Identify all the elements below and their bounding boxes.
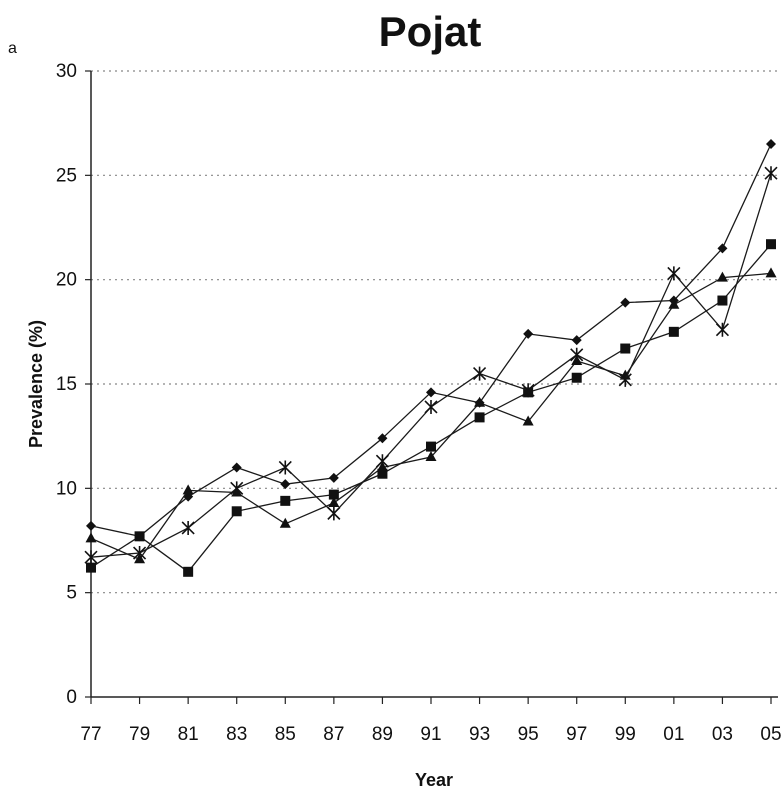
x-tick-label: 87	[323, 724, 344, 745]
y-tick-label: 25	[56, 165, 77, 186]
x-tick-label: 85	[275, 724, 296, 745]
data-point	[327, 506, 341, 521]
data-point	[280, 495, 291, 506]
series-line	[90, 173, 772, 558]
y-axis-label: Prevalence (%)	[26, 320, 46, 448]
data-point	[717, 243, 728, 254]
data-point	[667, 266, 681, 281]
x-tick-label: 97	[566, 724, 587, 745]
grid	[91, 70, 778, 594]
y-tick-label: 20	[56, 270, 77, 291]
x-tick-label: 81	[178, 724, 199, 745]
y-tick-label: 5	[66, 583, 77, 604]
y-tick-label: 30	[56, 61, 77, 82]
series-triangle	[85, 267, 777, 564]
data-point	[425, 451, 437, 462]
data-point	[474, 396, 486, 407]
y-tick-label: 15	[56, 374, 77, 395]
x-tick-label: 93	[469, 724, 490, 745]
data-point	[571, 372, 582, 383]
data-point	[766, 239, 776, 250]
chart-title: Pojat	[378, 8, 482, 55]
data-point	[764, 166, 778, 181]
data-point	[570, 347, 584, 362]
data-point	[280, 479, 291, 490]
data-point	[523, 328, 534, 339]
data-point	[328, 496, 340, 507]
data-point	[521, 383, 535, 398]
data-point	[181, 520, 195, 535]
x-tick-label: 83	[226, 724, 247, 745]
data-point	[183, 566, 194, 577]
data-point	[133, 546, 147, 561]
data-point	[716, 271, 728, 282]
data-point	[328, 472, 339, 483]
x-tick-label: 89	[372, 724, 393, 745]
data-point	[766, 139, 776, 150]
data-point	[377, 433, 388, 444]
x-tick-label: 91	[420, 724, 441, 745]
data-point	[84, 550, 98, 565]
data-point	[618, 372, 632, 387]
x-ticks: 77 79 81 83 85 87 89 91 93 95 97 99 01 03 05	[80, 697, 782, 745]
x-tick-label: 77	[80, 724, 101, 745]
data-point	[182, 484, 194, 495]
data-point	[85, 532, 97, 543]
data-point	[473, 366, 487, 381]
series-star	[84, 166, 778, 565]
data-point	[522, 415, 534, 426]
data-point	[715, 322, 729, 337]
data-point	[377, 468, 388, 479]
data-point	[231, 506, 242, 517]
data-point	[230, 481, 244, 496]
data-point	[620, 343, 631, 354]
data-point	[86, 562, 96, 573]
data-point	[668, 298, 680, 309]
data-point	[279, 517, 291, 528]
y-ticks: 0 5 10 15 20 25 30	[56, 61, 91, 708]
y-tick-label: 10	[56, 478, 77, 499]
series-line	[90, 143, 772, 538]
data-point	[571, 335, 582, 346]
data-point	[668, 326, 679, 337]
data-point	[424, 399, 438, 414]
data-point	[620, 297, 631, 308]
series-diamond	[86, 139, 776, 542]
data-point	[426, 387, 436, 398]
data-point	[426, 441, 436, 452]
x-tick-label: 03	[712, 724, 733, 745]
data-point	[231, 462, 242, 473]
y-tick-label: 0	[66, 687, 77, 708]
series-line	[90, 272, 772, 561]
data-point	[86, 520, 96, 531]
panel-letter: a	[8, 40, 17, 57]
x-tick-label: 05	[760, 724, 781, 745]
data-point	[474, 412, 485, 423]
data-point	[134, 531, 145, 542]
x-tick-label: 01	[663, 724, 684, 745]
series-layer	[84, 139, 778, 577]
data-point	[717, 295, 728, 306]
data-point	[278, 460, 292, 475]
x-tick-label: 99	[615, 724, 636, 745]
data-point	[328, 489, 339, 500]
x-tick-label: 79	[129, 724, 150, 745]
x-tick-label: 95	[518, 724, 539, 745]
x-axis-label: Year	[415, 770, 453, 790]
data-point	[375, 454, 389, 469]
data-point	[765, 267, 777, 278]
